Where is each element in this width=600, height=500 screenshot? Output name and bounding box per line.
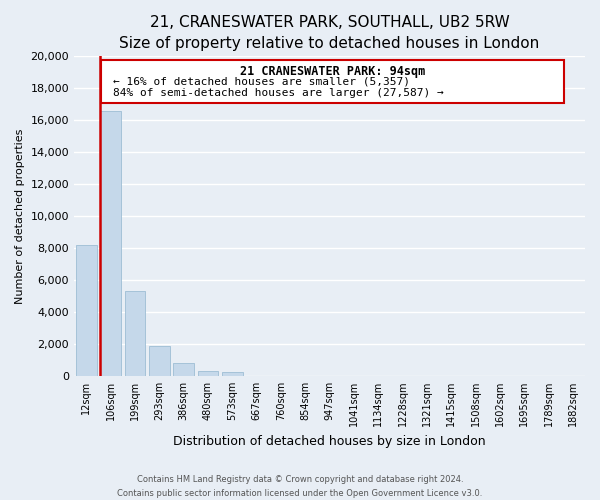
Bar [76,245,97,376]
FancyBboxPatch shape [101,60,563,104]
Bar [149,346,170,376]
Text: Contains HM Land Registry data © Crown copyright and database right 2024.
Contai: Contains HM Land Registry data © Crown c… [118,476,482,498]
Bar [197,371,218,376]
Bar [173,363,194,376]
Text: ← 16% of detached houses are smaller (5,357): ← 16% of detached houses are smaller (5,… [113,76,410,86]
Y-axis label: Number of detached properties: Number of detached properties [15,128,25,304]
Bar [125,291,145,376]
Bar [100,110,121,376]
Title: 21, CRANESWATER PARK, SOUTHALL, UB2 5RW
Size of property relative to detached ho: 21, CRANESWATER PARK, SOUTHALL, UB2 5RW … [119,15,539,51]
Bar [222,372,242,376]
X-axis label: Distribution of detached houses by size in London: Distribution of detached houses by size … [173,434,486,448]
Text: 21 CRANESWATER PARK: 94sqm: 21 CRANESWATER PARK: 94sqm [240,65,425,78]
Text: 84% of semi-detached houses are larger (27,587) →: 84% of semi-detached houses are larger (… [113,88,444,99]
